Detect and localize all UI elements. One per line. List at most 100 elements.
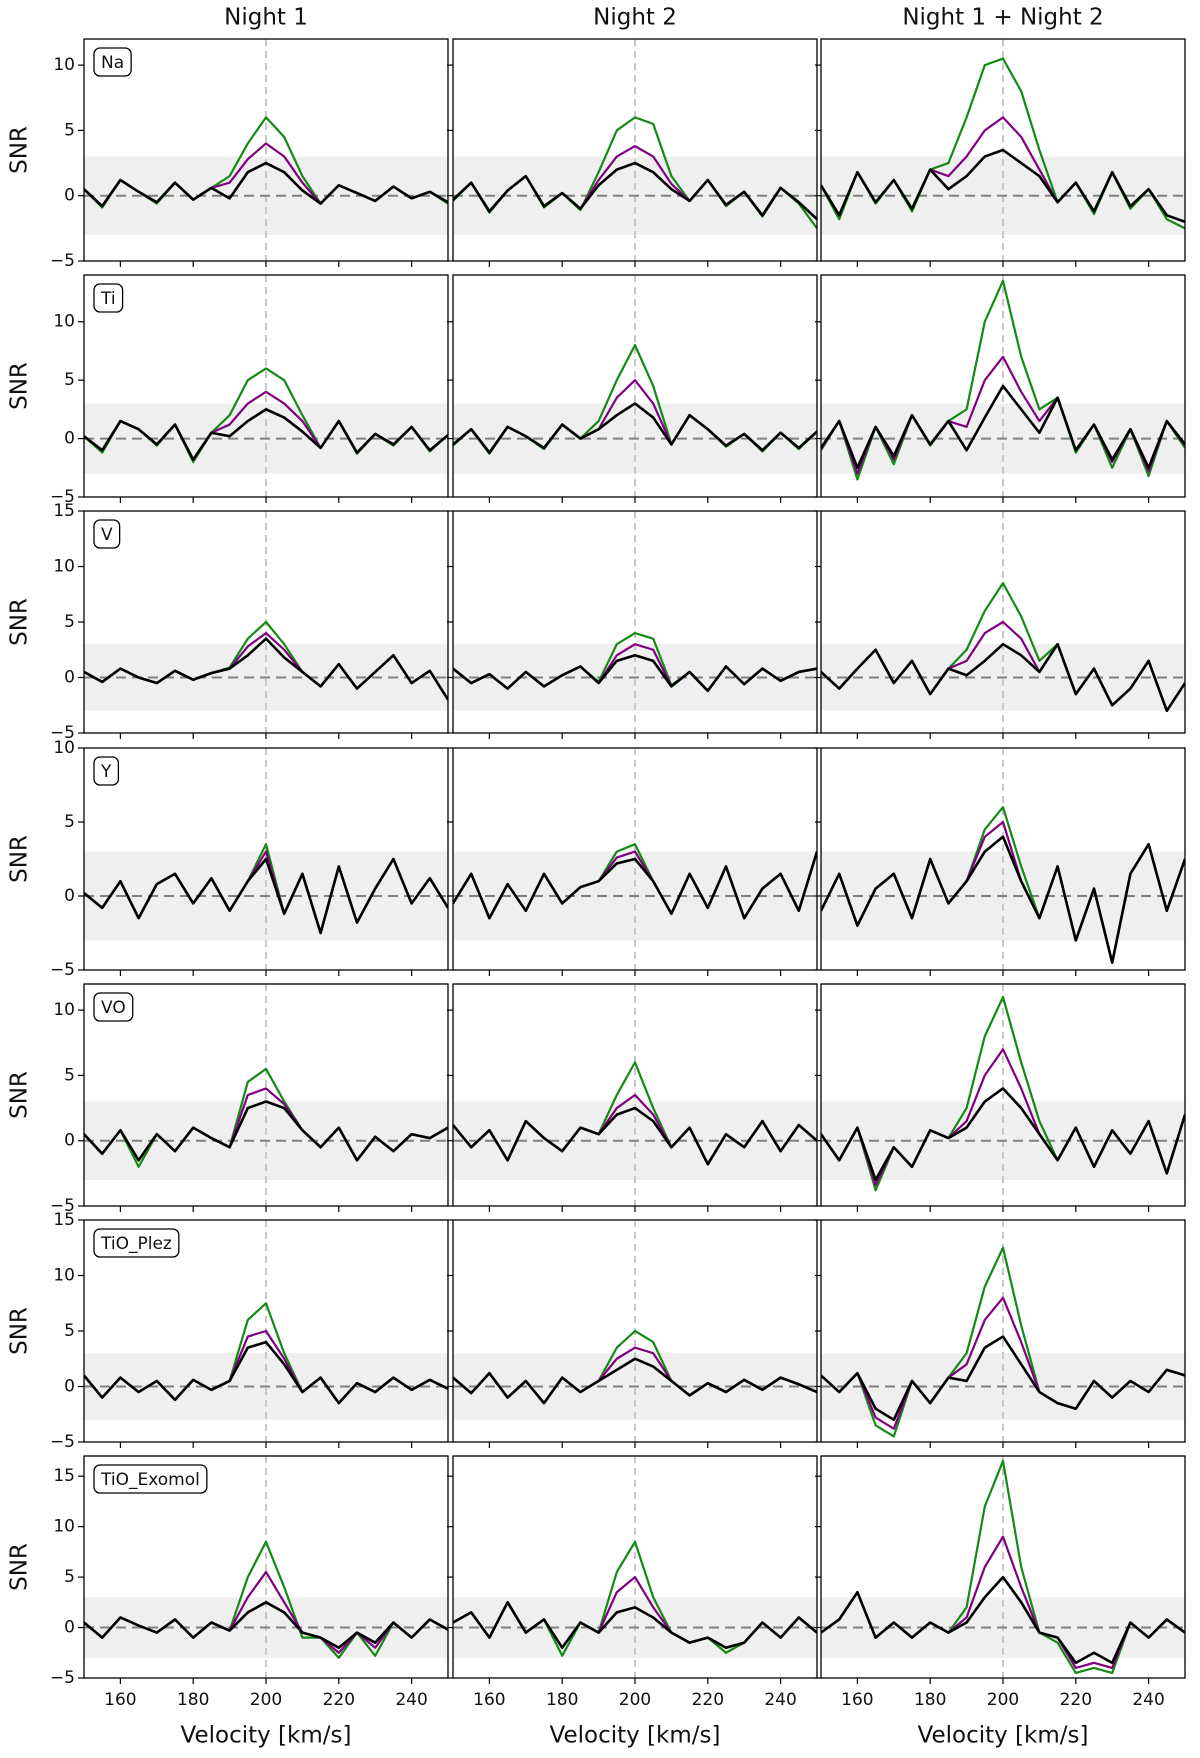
series-line — [453, 654, 817, 693]
plot-area — [84, 748, 448, 970]
species-box — [93, 992, 134, 1022]
y-axis-label: SNR — [7, 598, 33, 646]
y-axis-label: SNR — [7, 835, 33, 883]
series-line — [821, 1087, 1185, 1182]
panel: −5 0 5 10 SNR Ti — [7, 274, 449, 507]
y-tick-label: −5 — [50, 1196, 75, 1216]
y-tick-label: 15 — [53, 1210, 75, 1230]
x-tick-label: 160 — [473, 1690, 505, 1710]
y-tick-label: 0 — [64, 886, 75, 906]
series-line — [453, 1106, 817, 1166]
plot-area — [453, 984, 817, 1206]
x-tick-label: 180 — [546, 1690, 578, 1710]
species-label: Ti — [100, 289, 116, 309]
y-axis-label: SNR — [7, 362, 33, 410]
series-line — [821, 148, 1185, 224]
x-tick-label: 240 — [395, 1690, 427, 1710]
x-tick-label: 180 — [177, 1690, 209, 1710]
y-tick-label: −5 — [50, 251, 75, 271]
y-tick-label: 15 — [53, 1466, 75, 1486]
column-title: Night 1 — [224, 5, 308, 31]
species-label: Na — [101, 53, 124, 73]
x-axis-label: Velocity [km/s] — [918, 1723, 1089, 1749]
y-tick-label: 0 — [64, 186, 75, 206]
column-title: Night 1 + Night 2 — [902, 5, 1103, 31]
plot-area — [453, 1456, 817, 1678]
plot-area — [84, 275, 448, 497]
panel: Night 1 + Night 2 — [815, 5, 1186, 267]
x-tick-label: 240 — [764, 1690, 796, 1710]
species-box — [93, 756, 120, 786]
y-axis-label: SNR — [7, 1543, 33, 1591]
panel: −5 0 5 10 Night 1 SNR Na — [7, 5, 449, 271]
y-tick-label: −5 — [50, 1668, 75, 1688]
series-line — [453, 161, 817, 221]
series-line — [84, 1100, 448, 1162]
species-label: VO — [101, 998, 126, 1018]
y-tick-label: −5 — [50, 723, 75, 743]
x-tick-label: 220 — [692, 1690, 724, 1710]
species-box — [93, 1464, 208, 1494]
plot-area — [453, 39, 817, 261]
panel — [815, 983, 1186, 1212]
y-tick-label: 0 — [64, 668, 75, 688]
panel — [447, 1219, 818, 1448]
y-axis-label: SNR — [7, 126, 33, 174]
y-tick-label: 10 — [53, 55, 75, 75]
y-tick-label: 5 — [64, 1567, 75, 1587]
panel — [447, 510, 818, 739]
series-line — [821, 835, 1185, 964]
plot-area — [821, 984, 1185, 1206]
series-line — [453, 1601, 817, 1650]
series-line — [84, 637, 448, 701]
panel: Night 2 — [447, 5, 818, 267]
y-tick-label: 5 — [64, 370, 75, 390]
panel — [815, 510, 1186, 739]
y-tick-label: 10 — [53, 557, 75, 577]
x-tick-label: 180 — [914, 1690, 946, 1710]
series-line — [453, 851, 817, 920]
x-axis-label: Velocity [km/s] — [550, 1723, 721, 1749]
y-tick-label: 5 — [64, 120, 75, 140]
species-label: V — [101, 525, 113, 545]
y-axis-label: SNR — [7, 1307, 33, 1355]
column-title: Night 2 — [593, 5, 677, 31]
y-tick-label: 10 — [53, 1000, 75, 1020]
panel: −5 0 5 10 15 SNR V — [7, 501, 449, 743]
panel: 160 180 200 220 240 Velocity [km/s] — [815, 1455, 1186, 1749]
y-tick-label: 5 — [64, 812, 75, 832]
panel: 160 180 200 220 240 Velocity [km/s] — [447, 1455, 818, 1749]
plot-area — [821, 275, 1185, 497]
y-tick-label: −5 — [50, 487, 75, 507]
plot-area — [453, 275, 817, 497]
y-tick-label: 15 — [53, 501, 75, 521]
x-axis-label: Velocity [km/s] — [181, 1723, 352, 1749]
x-tick-label: 160 — [104, 1690, 136, 1710]
species-box — [93, 519, 121, 549]
panel: −5 0 5 10 SNR Y — [7, 738, 449, 980]
species-label: Y — [100, 762, 112, 782]
species-box — [93, 283, 124, 313]
y-tick-label: 5 — [64, 1065, 75, 1085]
series-line — [84, 857, 448, 935]
series-line — [821, 384, 1185, 470]
plot-area — [821, 1456, 1185, 1678]
y-tick-label: 10 — [53, 1517, 75, 1537]
plot-area — [84, 984, 448, 1206]
x-tick-label: 200 — [987, 1690, 1019, 1710]
series-line — [821, 1575, 1185, 1665]
x-tick-label: 200 — [619, 1690, 651, 1710]
panel — [447, 983, 818, 1212]
y-tick-label: 0 — [64, 1377, 75, 1397]
x-tick-label: 240 — [1132, 1690, 1164, 1710]
plot-area — [821, 748, 1185, 970]
species-box — [93, 1228, 180, 1258]
series-line — [84, 161, 448, 208]
plot-area — [821, 511, 1185, 733]
x-tick-label: 220 — [1060, 1690, 1092, 1710]
series-line — [821, 642, 1185, 713]
y-tick-label: 0 — [64, 1618, 75, 1638]
y-tick-label: 5 — [64, 612, 75, 632]
series-line — [821, 1335, 1185, 1422]
